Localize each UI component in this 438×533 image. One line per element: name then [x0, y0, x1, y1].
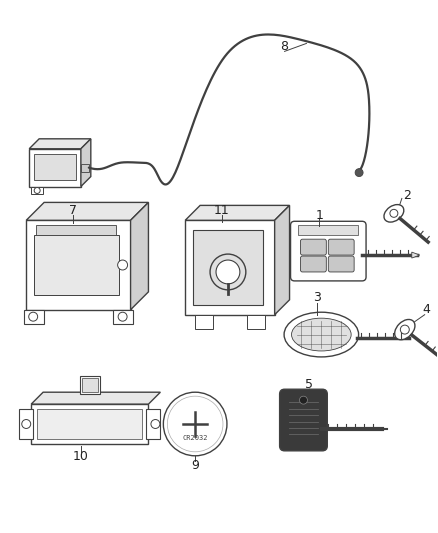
Bar — [34, 154, 76, 180]
Polygon shape — [275, 205, 290, 314]
Text: 11: 11 — [214, 204, 230, 217]
Ellipse shape — [384, 205, 404, 222]
Polygon shape — [26, 203, 148, 220]
Circle shape — [34, 188, 40, 193]
Circle shape — [300, 396, 307, 404]
Circle shape — [118, 312, 127, 321]
Bar — [37, 409, 142, 439]
Bar — [193, 230, 263, 305]
Circle shape — [118, 260, 127, 270]
Circle shape — [355, 168, 363, 176]
Bar — [26, 220, 131, 310]
Text: 10: 10 — [73, 450, 89, 463]
Polygon shape — [29, 139, 91, 149]
Circle shape — [22, 419, 31, 429]
Polygon shape — [412, 252, 420, 258]
FancyBboxPatch shape — [328, 256, 354, 272]
Circle shape — [390, 209, 398, 217]
Circle shape — [151, 419, 160, 429]
Text: 5: 5 — [305, 378, 314, 391]
Text: 1: 1 — [315, 209, 323, 222]
Bar — [81, 164, 89, 172]
Polygon shape — [31, 392, 160, 404]
Text: 4: 4 — [423, 303, 431, 316]
FancyBboxPatch shape — [290, 221, 366, 281]
Bar — [82, 378, 98, 392]
Polygon shape — [131, 203, 148, 310]
FancyBboxPatch shape — [328, 239, 354, 255]
Bar — [146, 409, 160, 439]
Bar — [29, 149, 81, 187]
Text: CR2032: CR2032 — [182, 435, 208, 441]
Bar — [34, 235, 119, 295]
FancyBboxPatch shape — [300, 239, 326, 255]
Bar — [195, 314, 213, 329]
Circle shape — [167, 396, 223, 452]
Text: 8: 8 — [281, 40, 289, 53]
Bar — [24, 310, 44, 324]
Text: 7: 7 — [69, 204, 77, 217]
Bar — [298, 225, 358, 235]
Text: 9: 9 — [191, 459, 199, 472]
Bar — [31, 187, 43, 195]
Text: 2: 2 — [403, 189, 411, 202]
Bar — [31, 404, 148, 444]
Ellipse shape — [395, 319, 415, 340]
Bar — [19, 409, 33, 439]
Bar — [80, 376, 100, 394]
Bar — [185, 220, 275, 314]
FancyBboxPatch shape — [279, 389, 327, 451]
Ellipse shape — [292, 318, 351, 351]
Polygon shape — [185, 205, 290, 220]
Circle shape — [163, 392, 227, 456]
Text: 3: 3 — [314, 292, 321, 304]
FancyBboxPatch shape — [300, 256, 326, 272]
Circle shape — [400, 325, 409, 334]
Circle shape — [210, 254, 246, 290]
Bar — [113, 310, 133, 324]
Bar — [247, 314, 265, 329]
Circle shape — [29, 312, 38, 321]
Polygon shape — [81, 139, 91, 187]
Ellipse shape — [284, 312, 359, 357]
Circle shape — [216, 260, 240, 284]
Bar — [36, 225, 116, 235]
